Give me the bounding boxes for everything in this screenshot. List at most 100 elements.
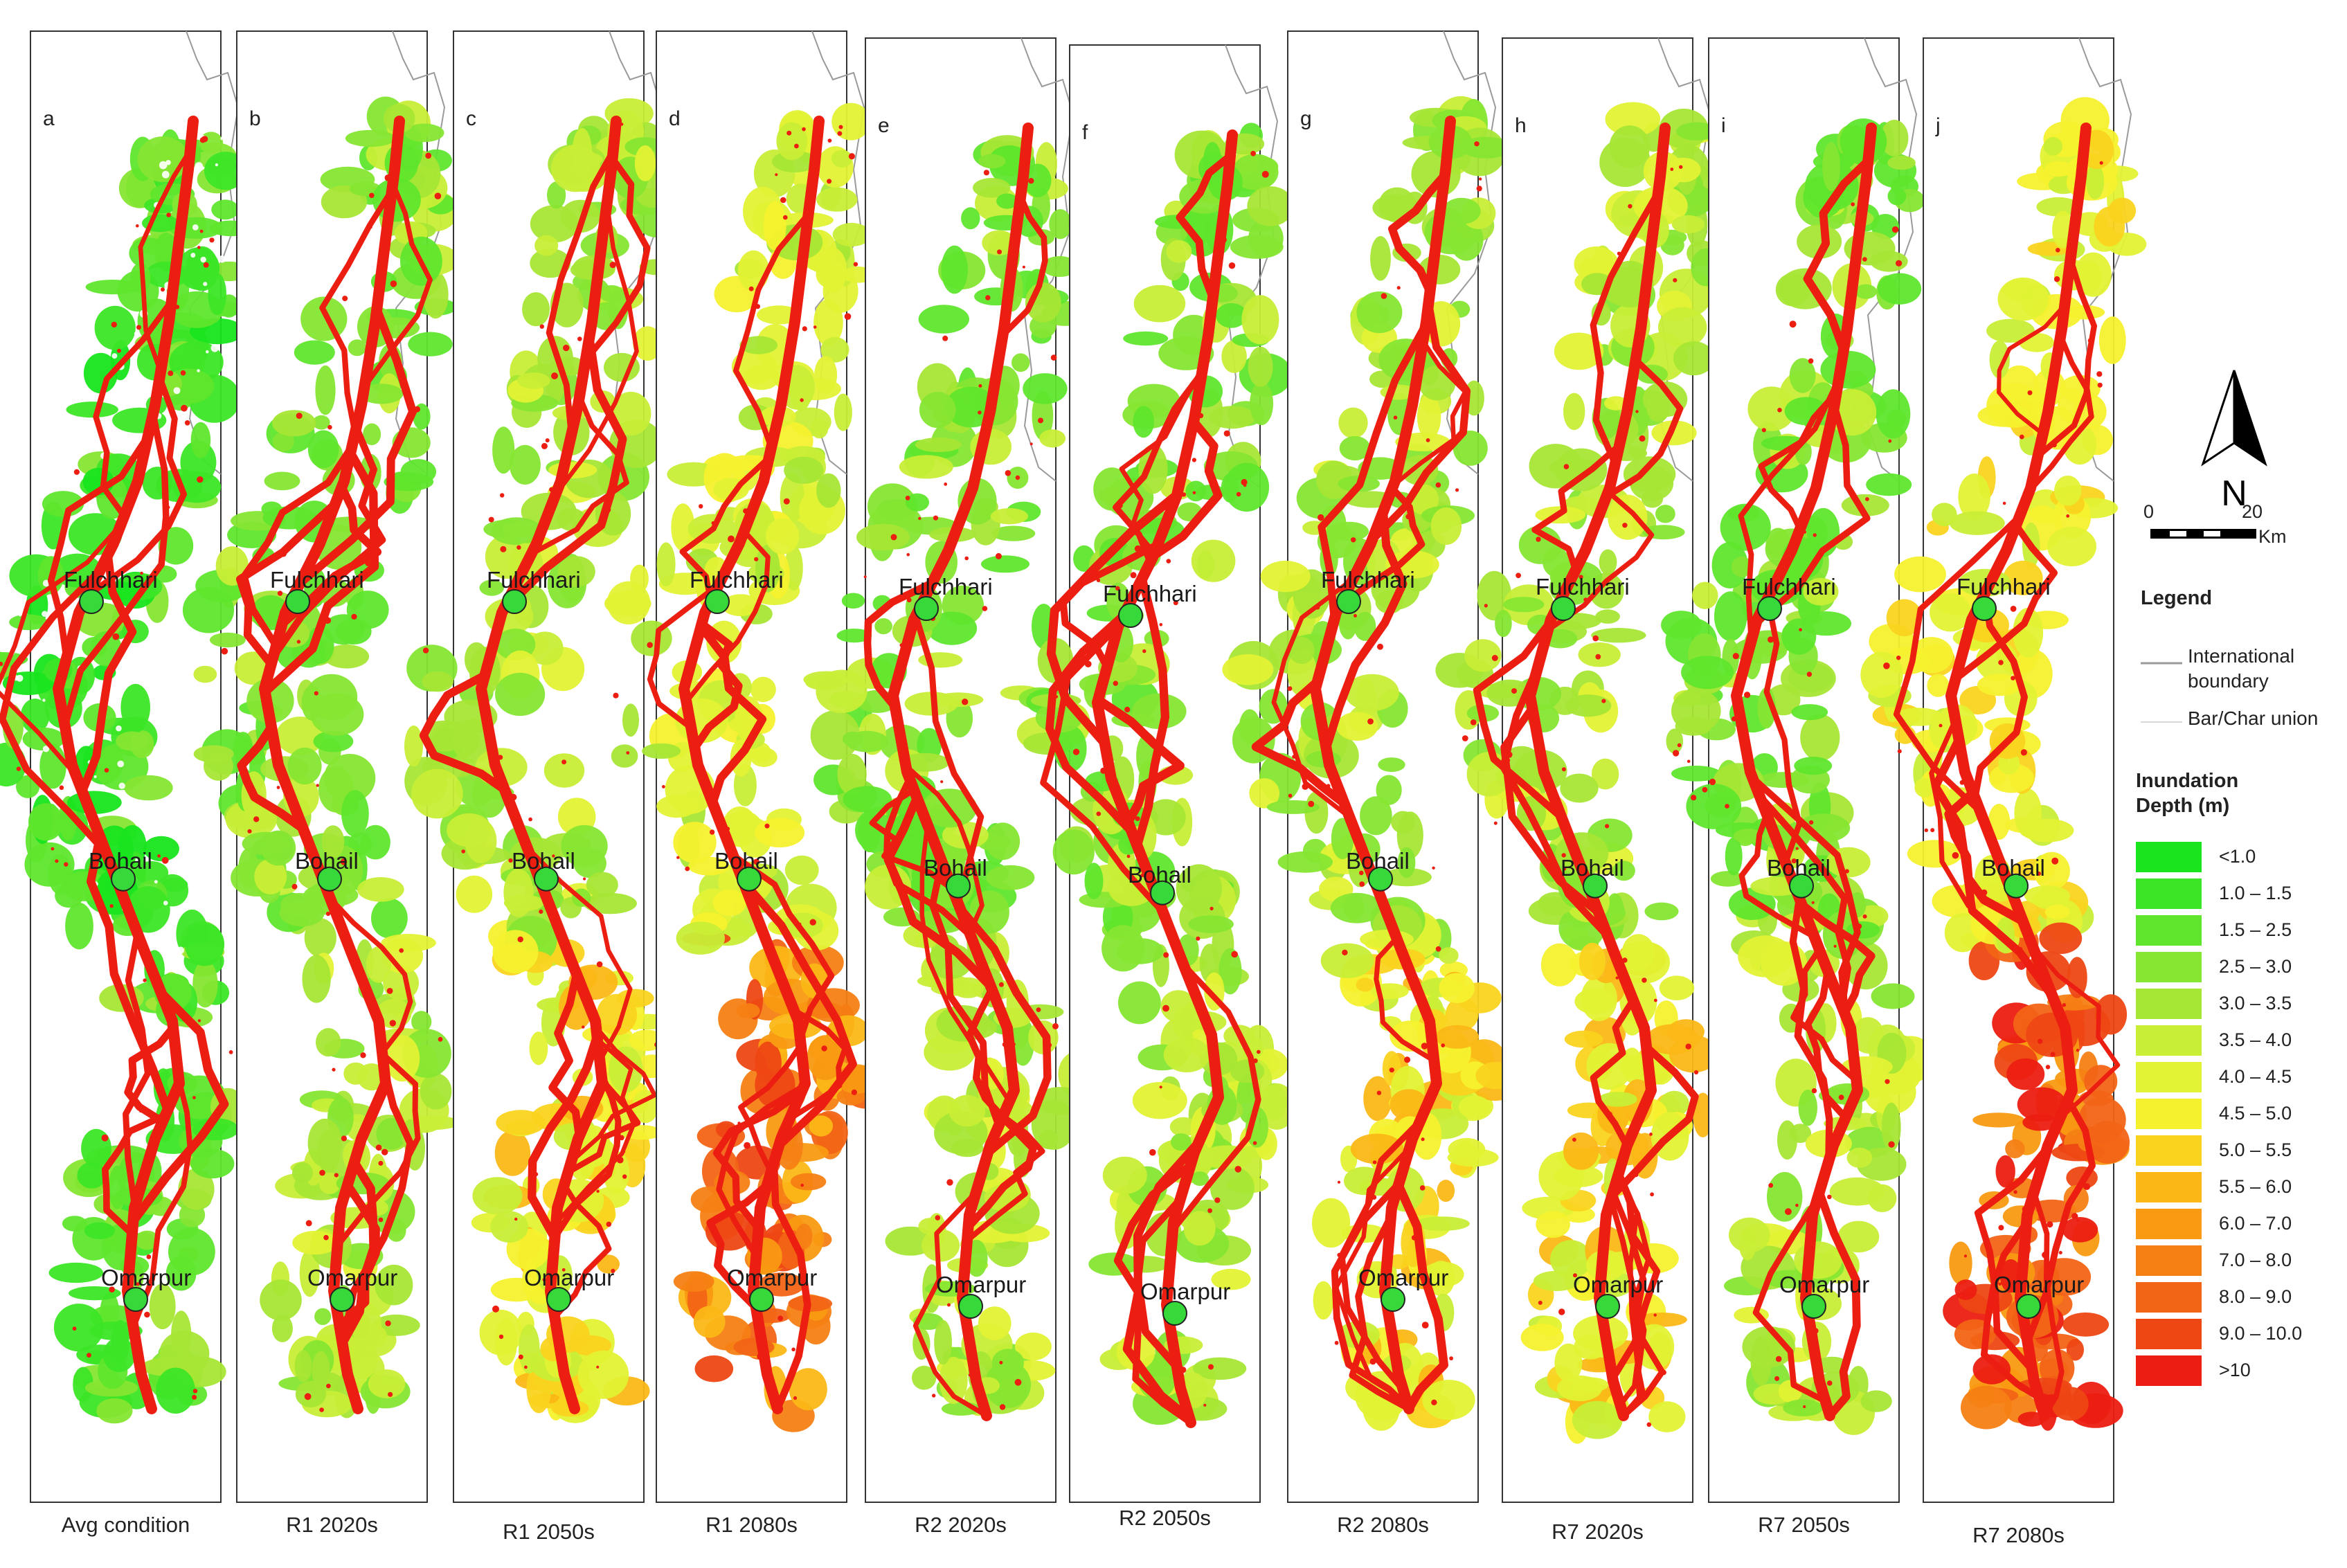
panel-caption: R7 2080s	[1972, 1523, 2065, 1547]
legend-swatch	[2136, 1025, 2202, 1056]
place-label: Fulchhari	[487, 567, 581, 593]
place-label: Omarpur	[1779, 1272, 1870, 1297]
place-label: Fulchhari	[1536, 574, 1630, 600]
panel-caption: R7 2050s	[1758, 1513, 1850, 1537]
place-marker-icon	[1757, 596, 1782, 621]
place-marker-icon	[1789, 873, 1814, 899]
legend-swatch-label: 4.0 – 4.5	[2219, 1066, 2292, 1087]
place-label: Omarpur	[307, 1265, 398, 1290]
place-marker-icon	[534, 866, 559, 892]
bar-char-line-symbol	[2141, 721, 2182, 723]
place-label: Omarpur	[936, 1272, 1027, 1297]
legend-swatch	[2136, 989, 2202, 1019]
panel-letter: e	[878, 114, 890, 137]
river-channels	[419, 116, 663, 1414]
legend-swatch-label: 5.5 – 6.0	[2219, 1176, 2292, 1197]
panel-letter: c	[466, 107, 476, 130]
north-label: N	[2221, 474, 2247, 512]
place-label: Bohail	[924, 854, 987, 881]
panel-letter: h	[1515, 114, 1527, 137]
place-marker-icon	[914, 596, 939, 621]
place-marker-icon	[1162, 1301, 1187, 1326]
place-marker-icon	[1583, 873, 1608, 899]
place-marker-icon	[79, 589, 104, 614]
place-marker-icon	[1118, 603, 1143, 628]
place-marker-icon	[946, 873, 971, 899]
place-marker-icon	[1381, 1287, 1405, 1312]
place-label: Omarpur	[1140, 1279, 1231, 1304]
panel-letter: d	[669, 107, 681, 130]
legend-swatch-label: 3.0 – 3.5	[2219, 993, 2292, 1013]
legend-swatch-label: 5.0 – 5.5	[2219, 1139, 2292, 1160]
place-marker-icon	[317, 866, 342, 892]
map-panel	[1222, 30, 1519, 1503]
legend-swatch	[2136, 1062, 2202, 1092]
legend-international-boundary: International boundary	[2188, 645, 2295, 692]
place-marker-icon	[958, 1294, 983, 1319]
place-marker-icon	[1368, 866, 1393, 892]
legend-swatch	[2136, 1099, 2202, 1129]
place-marker-icon	[330, 1287, 354, 1312]
place-marker-icon	[737, 866, 762, 892]
panel-caption: R2 2050s	[1119, 1506, 1211, 1530]
map-panel	[604, 30, 890, 1503]
legend-swatch-label: 2.5 – 3.0	[2219, 956, 2292, 977]
panel-caption: R2 2080s	[1337, 1513, 1429, 1537]
scale-unit: Km	[2258, 526, 2287, 547]
panel-caption: Avg condition	[61, 1513, 190, 1537]
place-marker-icon	[285, 589, 310, 614]
river-channels	[221, 116, 443, 1414]
place-marker-icon	[749, 1287, 774, 1312]
place-label: Fulchhari	[899, 574, 993, 600]
legend-swatch-label: >10	[2219, 1360, 2251, 1380]
legend-swatch	[2136, 1172, 2202, 1202]
legend-swatch-label: 7.0 – 8.0	[2219, 1250, 2292, 1270]
legend-swatch-label: 6.0 – 7.0	[2219, 1213, 2292, 1234]
place-label: Omarpur	[1994, 1272, 2085, 1297]
legend-swatch-label: 9.0 – 10.0	[2219, 1323, 2303, 1344]
legend-swatch	[2136, 842, 2202, 872]
place-marker-icon	[1551, 596, 1576, 621]
place-label: Bohail	[295, 847, 359, 874]
panel-letter: b	[249, 107, 261, 130]
place-label: Bohail	[1128, 861, 1192, 887]
map-panel	[1000, 44, 1296, 1503]
place-label: Fulchhari	[64, 567, 158, 593]
map-panel	[1661, 37, 1936, 1503]
river-channels	[863, 123, 1059, 1421]
legend-swatch-label: 8.0 – 9.0	[2219, 1286, 2292, 1307]
place-label: Bohail	[89, 847, 152, 874]
place-label: Bohail	[512, 847, 575, 874]
panel-letter: g	[1300, 107, 1312, 130]
river-channels	[0, 116, 233, 1414]
place-marker-icon	[1801, 1294, 1826, 1319]
legend-swatch	[2136, 1135, 2202, 1166]
panel-caption: R1 2080s	[705, 1513, 798, 1537]
legend-swatch	[2136, 1282, 2202, 1313]
legend-bar-char-union: Bar/Char union	[2188, 708, 2319, 729]
map-panel	[0, 30, 251, 1503]
scale-start: 0	[2143, 501, 2155, 522]
place-marker-icon	[2016, 1294, 2041, 1319]
legend-swatch	[2136, 878, 2202, 909]
map-panel	[803, 37, 1098, 1503]
legend-swatch-label: 3.5 – 4.0	[2219, 1029, 2292, 1050]
river-channels	[1883, 123, 2121, 1421]
legend-swatch	[2136, 952, 2202, 982]
place-marker-icon	[111, 866, 136, 892]
boundary-line-symbol	[2141, 662, 2182, 665]
place-label: Bohail	[1561, 854, 1624, 881]
place-label: Fulchhari	[1957, 574, 2051, 600]
place-marker-icon	[1972, 596, 1997, 621]
place-marker-icon	[1336, 589, 1361, 614]
place-label: Omarpur	[101, 1265, 192, 1290]
place-label: Fulchhari	[1103, 581, 1197, 606]
north-arrow-icon: N	[2201, 370, 2267, 512]
legend-swatch-label: 1.5 – 2.5	[2219, 919, 2292, 940]
panel-letter: a	[43, 107, 55, 130]
legend-depth-title: Inundation Depth (m)	[2136, 770, 2239, 817]
legend-swatch-label: 4.5 – 5.0	[2219, 1103, 2292, 1124]
legend-swatch-label: 1.0 – 1.5	[2219, 883, 2292, 903]
place-label: Fulchhari	[1321, 567, 1415, 593]
panel-letter: i	[1721, 114, 1726, 137]
